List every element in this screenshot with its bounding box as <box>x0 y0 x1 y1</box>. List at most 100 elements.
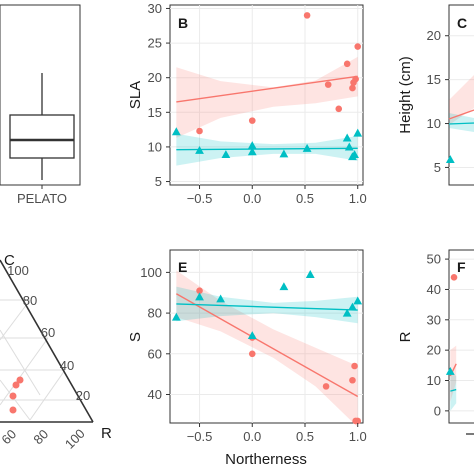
panel-a-category-label: PELATO <box>17 191 67 206</box>
data-point <box>342 308 352 317</box>
ytick-label: 30 <box>427 312 441 327</box>
data-point <box>351 362 358 370</box>
panel-b-fits <box>176 75 358 151</box>
ytick-label: 40 <box>427 282 441 297</box>
data-point <box>343 60 351 68</box>
data-point <box>279 282 289 291</box>
panel-f-points <box>445 274 458 375</box>
data-point <box>216 294 226 303</box>
data-point <box>279 149 289 158</box>
xtick-label: 0.0 <box>243 191 261 206</box>
ytick-label: 20 <box>427 343 441 358</box>
panel-c-teal-band <box>449 113 474 132</box>
data-point <box>196 287 203 295</box>
panel-e-points <box>171 270 363 425</box>
panel-d-gridlines <box>0 299 80 421</box>
fit-line <box>450 388 457 392</box>
data-point <box>445 367 455 375</box>
data-point <box>324 81 332 88</box>
data-point <box>354 417 362 425</box>
data-point <box>349 376 356 384</box>
panel-e-yticks: 40 60 80 100 <box>140 265 170 402</box>
data-point <box>305 270 315 278</box>
data-point <box>349 84 356 92</box>
data-point <box>353 128 363 137</box>
panel-c-red-band <box>449 75 474 125</box>
panel-d-tick: 20 <box>76 388 90 403</box>
ytick-label: 5 <box>434 160 441 175</box>
panel-f: 0 10 20 30 40 50 F R <box>397 249 474 435</box>
panel-b-label: B <box>178 15 188 31</box>
data-point <box>342 133 352 142</box>
panel-d-point <box>16 376 24 384</box>
panel-b-ylabel: SLA <box>127 81 144 109</box>
ytick-label: 20 <box>148 70 162 85</box>
panel-e-fits <box>175 293 359 398</box>
panel-b-frame <box>169 4 364 186</box>
panel-d-tick: 100 <box>62 426 88 452</box>
xtick-label: 1.0 <box>349 429 367 444</box>
ytick-label: 50 <box>427 252 441 267</box>
xtick-label: 1.0 <box>349 191 367 206</box>
ytick-label: 15 <box>427 72 441 87</box>
ytick-label: 80 <box>148 306 162 321</box>
data-point <box>247 331 257 340</box>
panel-f-ylabel: R <box>397 331 414 342</box>
xtick-label: −0.5 <box>187 429 213 444</box>
panel-d-point <box>12 381 20 389</box>
panel-d-tick: 80 <box>23 293 37 308</box>
panel-d-tick: 60 <box>0 426 19 447</box>
ytick-label: 60 <box>148 346 162 361</box>
panel-d-tick: 60 <box>41 325 55 340</box>
panel-d-right-vertex-label: R <box>101 425 112 442</box>
ytick-label: 10 <box>427 373 441 388</box>
confidence-band <box>450 371 457 411</box>
panel-a-box <box>9 114 75 159</box>
confidence-band <box>176 270 358 428</box>
xtick-label: 0.5 <box>296 191 314 206</box>
xtick-label: −0.5 <box>187 191 213 206</box>
ytick-label: 20 <box>427 28 441 43</box>
fit-line <box>176 147 358 151</box>
panel-c: 5 10 15 20 C Height (cm) <box>397 4 474 186</box>
panel-d-tick: 100 <box>7 263 29 278</box>
panel-e-xlabel: Northerness <box>225 451 307 468</box>
ytick-label: 40 <box>148 387 162 402</box>
data-point <box>248 350 256 358</box>
panel-e-ylabel: S <box>127 332 144 342</box>
panel-e-xticks: −0.5 0.0 0.5 1.0 <box>187 423 367 444</box>
data-point <box>450 274 458 281</box>
panel-f-yticks: 0 10 20 30 40 50 <box>427 252 449 418</box>
fit-line <box>176 75 358 103</box>
panel-c-red-fit <box>448 109 474 120</box>
ytick-label: 30 <box>148 1 162 16</box>
panel-f-grid <box>449 258 474 412</box>
panel-b-yticks: 5 10 15 20 25 30 <box>148 1 170 189</box>
ytick-label: 10 <box>148 139 162 154</box>
data-point <box>248 117 256 124</box>
panel-e-label: E <box>178 259 187 275</box>
data-point <box>171 312 181 321</box>
data-point <box>350 150 359 159</box>
data-point <box>196 127 203 135</box>
data-point <box>302 143 312 152</box>
data-point <box>195 145 204 154</box>
panel-f-label: F <box>457 259 466 275</box>
data-point <box>247 141 257 150</box>
panel-d-top-vertex-label: C <box>4 252 15 269</box>
panel-b-points <box>171 12 363 161</box>
ytick-label: 0 <box>434 403 441 418</box>
panel-d-tick: 80 <box>30 426 51 447</box>
xtick-label: 0.5 <box>296 429 314 444</box>
panel-d: C R 100 80 60 40 20 60 80 100 <box>0 252 112 452</box>
data-point <box>322 383 330 390</box>
data-point <box>195 292 204 301</box>
ytick-label: 10 <box>427 116 441 131</box>
panel-d-point <box>9 406 17 414</box>
panel-d-tick: 40 <box>60 358 74 373</box>
data-point <box>335 105 343 113</box>
ytick-label: 5 <box>155 174 162 189</box>
data-point <box>221 150 231 159</box>
panel-e-bands <box>176 270 358 428</box>
